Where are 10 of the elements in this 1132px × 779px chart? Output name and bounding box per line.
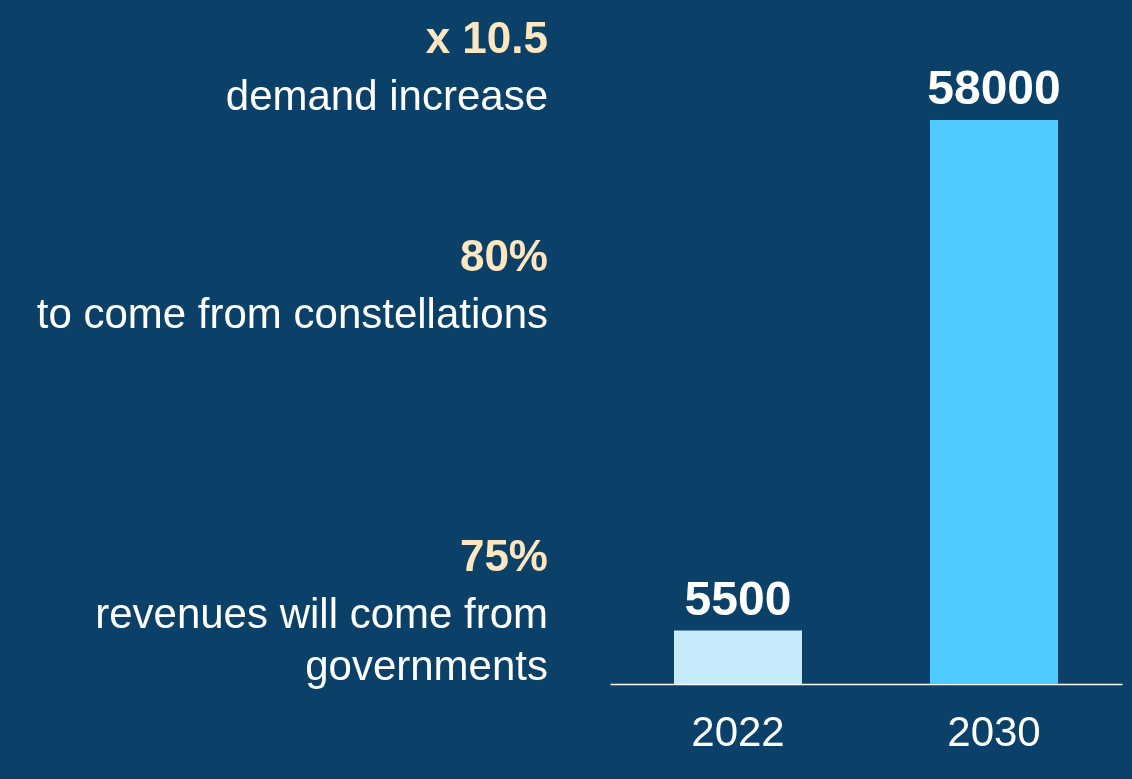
text: to come from constellations xyxy=(35,289,548,339)
data-label: 58000 xyxy=(927,61,1061,114)
x-tick-label: 2030 xyxy=(947,707,1041,755)
text: 80% xyxy=(459,230,548,282)
text: 75% xyxy=(459,530,548,582)
text: revenues will come from governments xyxy=(94,589,548,691)
x-tick-label: 2022 xyxy=(691,707,785,755)
data-label: 5500 xyxy=(684,571,792,625)
text: demand increase xyxy=(224,71,548,121)
text: x 10.5 xyxy=(425,12,548,64)
